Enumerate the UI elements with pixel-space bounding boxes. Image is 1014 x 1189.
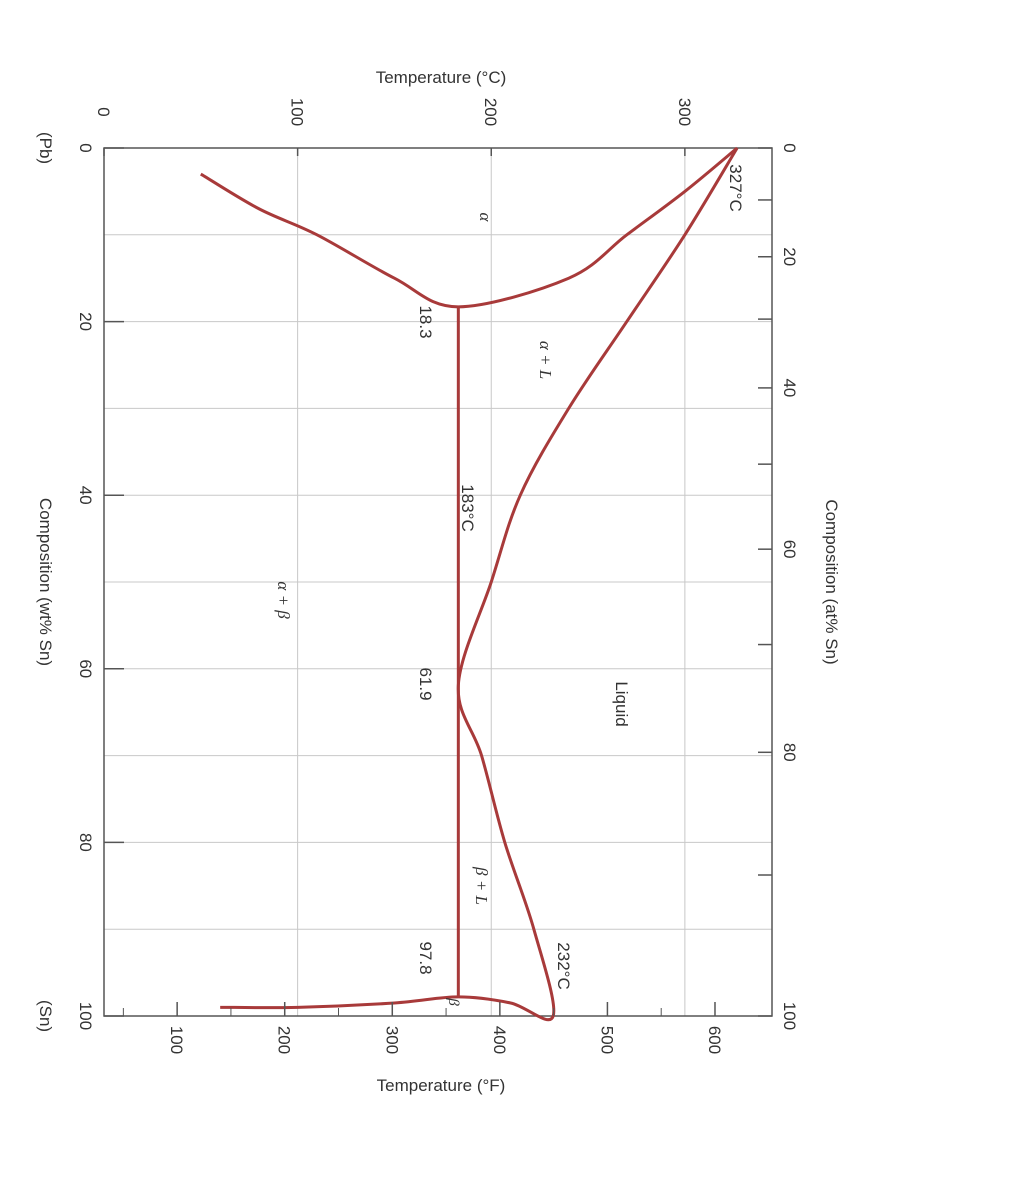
region-beta-liquid-label: β + L <box>472 866 491 905</box>
composition-at-tick-label: 80 <box>780 743 799 762</box>
composition-at-tick-label: 40 <box>780 378 799 397</box>
region-alpha-label: α <box>476 213 495 223</box>
temperature-f-tick-label: 300 <box>382 1026 401 1054</box>
temperature-c-tick-label: 300 <box>675 98 694 126</box>
grid-lines <box>104 148 772 1016</box>
pb-end-label: (Pb) <box>36 132 55 164</box>
composition-wt-tick-label: 20 <box>76 312 95 331</box>
composition-at-tick-label: 20 <box>780 247 799 266</box>
eutectic-composition-label: 61.9 <box>416 667 435 700</box>
region-liquid-label: Liquid <box>612 681 631 726</box>
composition-wt-tick-label: 0 <box>76 143 95 152</box>
temperature-c-tick-label: 100 <box>288 98 307 126</box>
region-alpha-beta-label: α + β <box>274 581 293 619</box>
temperature-f-tick-label: 600 <box>705 1026 724 1054</box>
alpha-solubility-label: 18.3 <box>416 305 435 338</box>
composition-wt-tick-label: 40 <box>76 486 95 505</box>
temperature-c-axis-title: Temperature (°C) <box>376 68 507 87</box>
temperature-f-tick-label: 400 <box>490 1026 509 1054</box>
composition-at-tick-label: 100 <box>780 1002 799 1030</box>
temperature-c-tick-label: 200 <box>481 98 500 126</box>
composition-wt-tick-label: 80 <box>76 833 95 852</box>
temperature-f-tick-label: 500 <box>597 1026 616 1054</box>
pb-melting-label: 327°C <box>726 164 745 211</box>
composition-wt-tick-label: 60 <box>76 659 95 678</box>
phase-boundary-curve-2 <box>220 147 739 1022</box>
sn-end-label: (Sn) <box>36 1000 55 1032</box>
composition-wt-tick-label: 100 <box>76 1002 95 1030</box>
composition-at-tick-label: 0 <box>780 143 799 152</box>
plot-frame <box>103 147 773 1017</box>
beta-solubility-label: 97.8 <box>416 941 435 974</box>
eutectic-temp-label: 183°C <box>458 484 477 531</box>
temperature-f-tick-label: 200 <box>275 1026 294 1054</box>
sn-melting-label: 232°C <box>554 942 573 989</box>
region-beta-label: β <box>445 997 461 1006</box>
phase-boundary-curve-1 <box>200 146 739 309</box>
temperature-f-tick-label: 100 <box>167 1026 186 1054</box>
phase-boundaries <box>200 146 739 1022</box>
temperature-f-axis-title: Temperature (°F) <box>377 1076 506 1095</box>
composition-wt-axis-title: Composition (wt% Sn) <box>36 498 55 666</box>
region-alpha-liquid-label: α + L <box>536 341 555 379</box>
composition-at-axis-title: Composition (at% Sn) <box>822 499 841 664</box>
composition-at-tick-label: 60 <box>780 540 799 559</box>
temperature-c-tick-label: 0 <box>94 107 113 116</box>
